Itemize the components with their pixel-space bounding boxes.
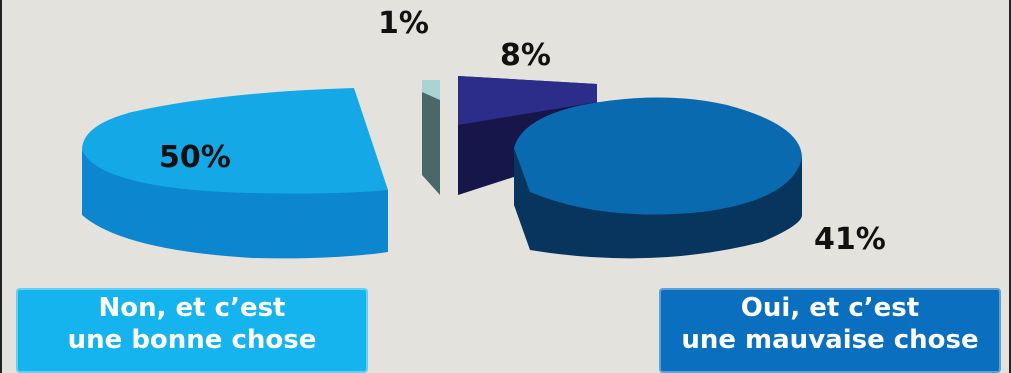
legend-oui-line1: Oui, et c’est (740, 293, 920, 323)
data-label-50pct: 50% (159, 140, 231, 175)
legend-oui: Oui, et c’est une mauvaise chose (659, 288, 1001, 373)
pie-slice-41pct (514, 97, 802, 259)
pie-slice-1pct (422, 80, 440, 195)
legend-non: Non, et c’est une bonne chose (16, 288, 368, 373)
data-label-1pct: 1% (378, 6, 429, 41)
legend-oui-line2: une mauvaise chose (681, 325, 979, 355)
legend-non-line2: une bonne chose (67, 325, 317, 355)
data-label-8pct: 8% (500, 38, 551, 73)
pie-slice-50pct (82, 88, 388, 259)
data-label-41pct: 41% (814, 222, 886, 257)
legend-non-line1: Non, et c’est (98, 293, 286, 323)
